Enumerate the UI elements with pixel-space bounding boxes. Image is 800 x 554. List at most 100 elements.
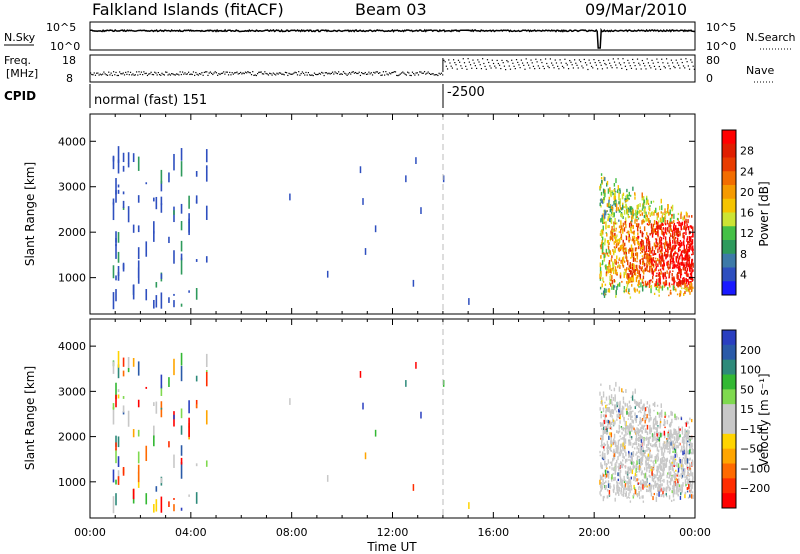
echo-cell — [606, 233, 608, 237]
echo-cell — [600, 494, 602, 497]
freq-point — [442, 74, 444, 76]
echo-streak — [168, 501, 170, 507]
echo-cell — [643, 226, 646, 232]
echo-cell — [663, 284, 665, 288]
freq-point — [651, 59, 653, 61]
freq-point — [652, 62, 654, 64]
freq-point — [380, 74, 382, 76]
echo-cell — [658, 253, 661, 258]
colorbar-tick-label: −15 — [740, 423, 763, 436]
echo-streak — [160, 180, 163, 192]
freq-point — [681, 61, 683, 64]
echo-cell — [658, 436, 661, 442]
echo-cell — [683, 257, 685, 261]
echo-cell — [600, 232, 602, 236]
echo-cell — [656, 242, 659, 248]
colorbar-tick-label: 4 — [740, 268, 747, 281]
echo-cell — [662, 493, 665, 498]
freq-point — [328, 72, 330, 74]
freq-point — [129, 71, 132, 73]
echo-cell — [670, 437, 672, 443]
echo-point — [468, 502, 470, 509]
freq-tick-low: 8 — [66, 72, 73, 85]
echo-cell — [625, 487, 628, 491]
echo-cell — [676, 474, 678, 477]
echo-cell — [638, 270, 641, 276]
echo-cell — [685, 218, 687, 224]
echo-cell — [640, 238, 643, 241]
echo-cell — [619, 204, 621, 207]
echo-cell — [634, 209, 637, 213]
echo-cell — [664, 239, 667, 245]
echo-cell — [656, 470, 658, 476]
colorbar-frame — [721, 329, 737, 509]
echo-cell — [673, 456, 675, 461]
colorbar-tick-label: 28 — [740, 145, 754, 158]
echo-cell — [622, 459, 624, 462]
echo-cell — [607, 266, 609, 271]
echo-cell — [631, 263, 634, 267]
freq-point — [440, 72, 443, 74]
echo-cell — [660, 487, 662, 492]
echo-streak — [155, 295, 158, 308]
freq-point — [583, 58, 585, 61]
echo-cell — [637, 455, 639, 458]
freq-point — [276, 72, 278, 74]
echo-cell — [665, 492, 667, 496]
freq-point — [388, 72, 391, 74]
echo-cell — [677, 471, 679, 475]
freq-point — [610, 65, 612, 67]
freq-point — [530, 59, 532, 61]
freq-point — [517, 61, 519, 64]
freq-point — [399, 73, 401, 75]
echo-cell — [601, 451, 604, 455]
freq-point — [367, 73, 369, 75]
echo-cell — [676, 480, 679, 486]
echo-cell — [647, 462, 649, 466]
echo-cell — [685, 456, 688, 461]
echo-cell — [671, 490, 673, 494]
echo-cell — [602, 426, 605, 431]
echo-cell — [635, 401, 638, 406]
freq-point — [98, 74, 100, 76]
echo-cell — [687, 470, 689, 476]
freq-point — [298, 71, 300, 73]
echo-cell — [658, 470, 660, 473]
echo-cell — [692, 477, 694, 481]
echo-cell — [663, 447, 666, 453]
echo-cell — [634, 192, 636, 195]
echo-cell — [685, 280, 688, 284]
freq-point — [628, 62, 630, 64]
echo-streak — [127, 357, 130, 369]
echo-cell — [632, 461, 635, 467]
echo-cell — [607, 246, 610, 250]
echo-cell — [687, 433, 690, 438]
echo-cell — [670, 479, 672, 482]
echo-cell — [609, 264, 611, 270]
echo-cell — [608, 407, 611, 411]
echo-cell — [654, 232, 657, 235]
echo-cell — [676, 434, 678, 437]
noise-tick-low-right: 10^0 — [706, 40, 736, 53]
echo-cell — [669, 209, 671, 215]
echo-cell — [616, 234, 618, 238]
echo-cell — [655, 286, 657, 291]
echo-cell — [619, 248, 622, 252]
echo-point — [362, 198, 364, 205]
freq-point — [149, 73, 151, 75]
freq-point — [370, 72, 372, 74]
echo-cell — [624, 198, 626, 201]
echo-cell — [645, 245, 648, 250]
echo-cell — [649, 279, 651, 282]
echo-cell — [645, 218, 647, 222]
echo-cell — [675, 447, 677, 453]
echo-cell — [685, 483, 687, 486]
echo-cell — [624, 483, 627, 488]
echo-cell — [636, 401, 639, 406]
echo-cell — [649, 215, 652, 217]
echo-cell — [677, 247, 680, 251]
freq-point — [519, 67, 521, 69]
echo-cell — [656, 411, 659, 415]
echo-cell — [669, 447, 671, 454]
echo-cell — [636, 459, 638, 466]
